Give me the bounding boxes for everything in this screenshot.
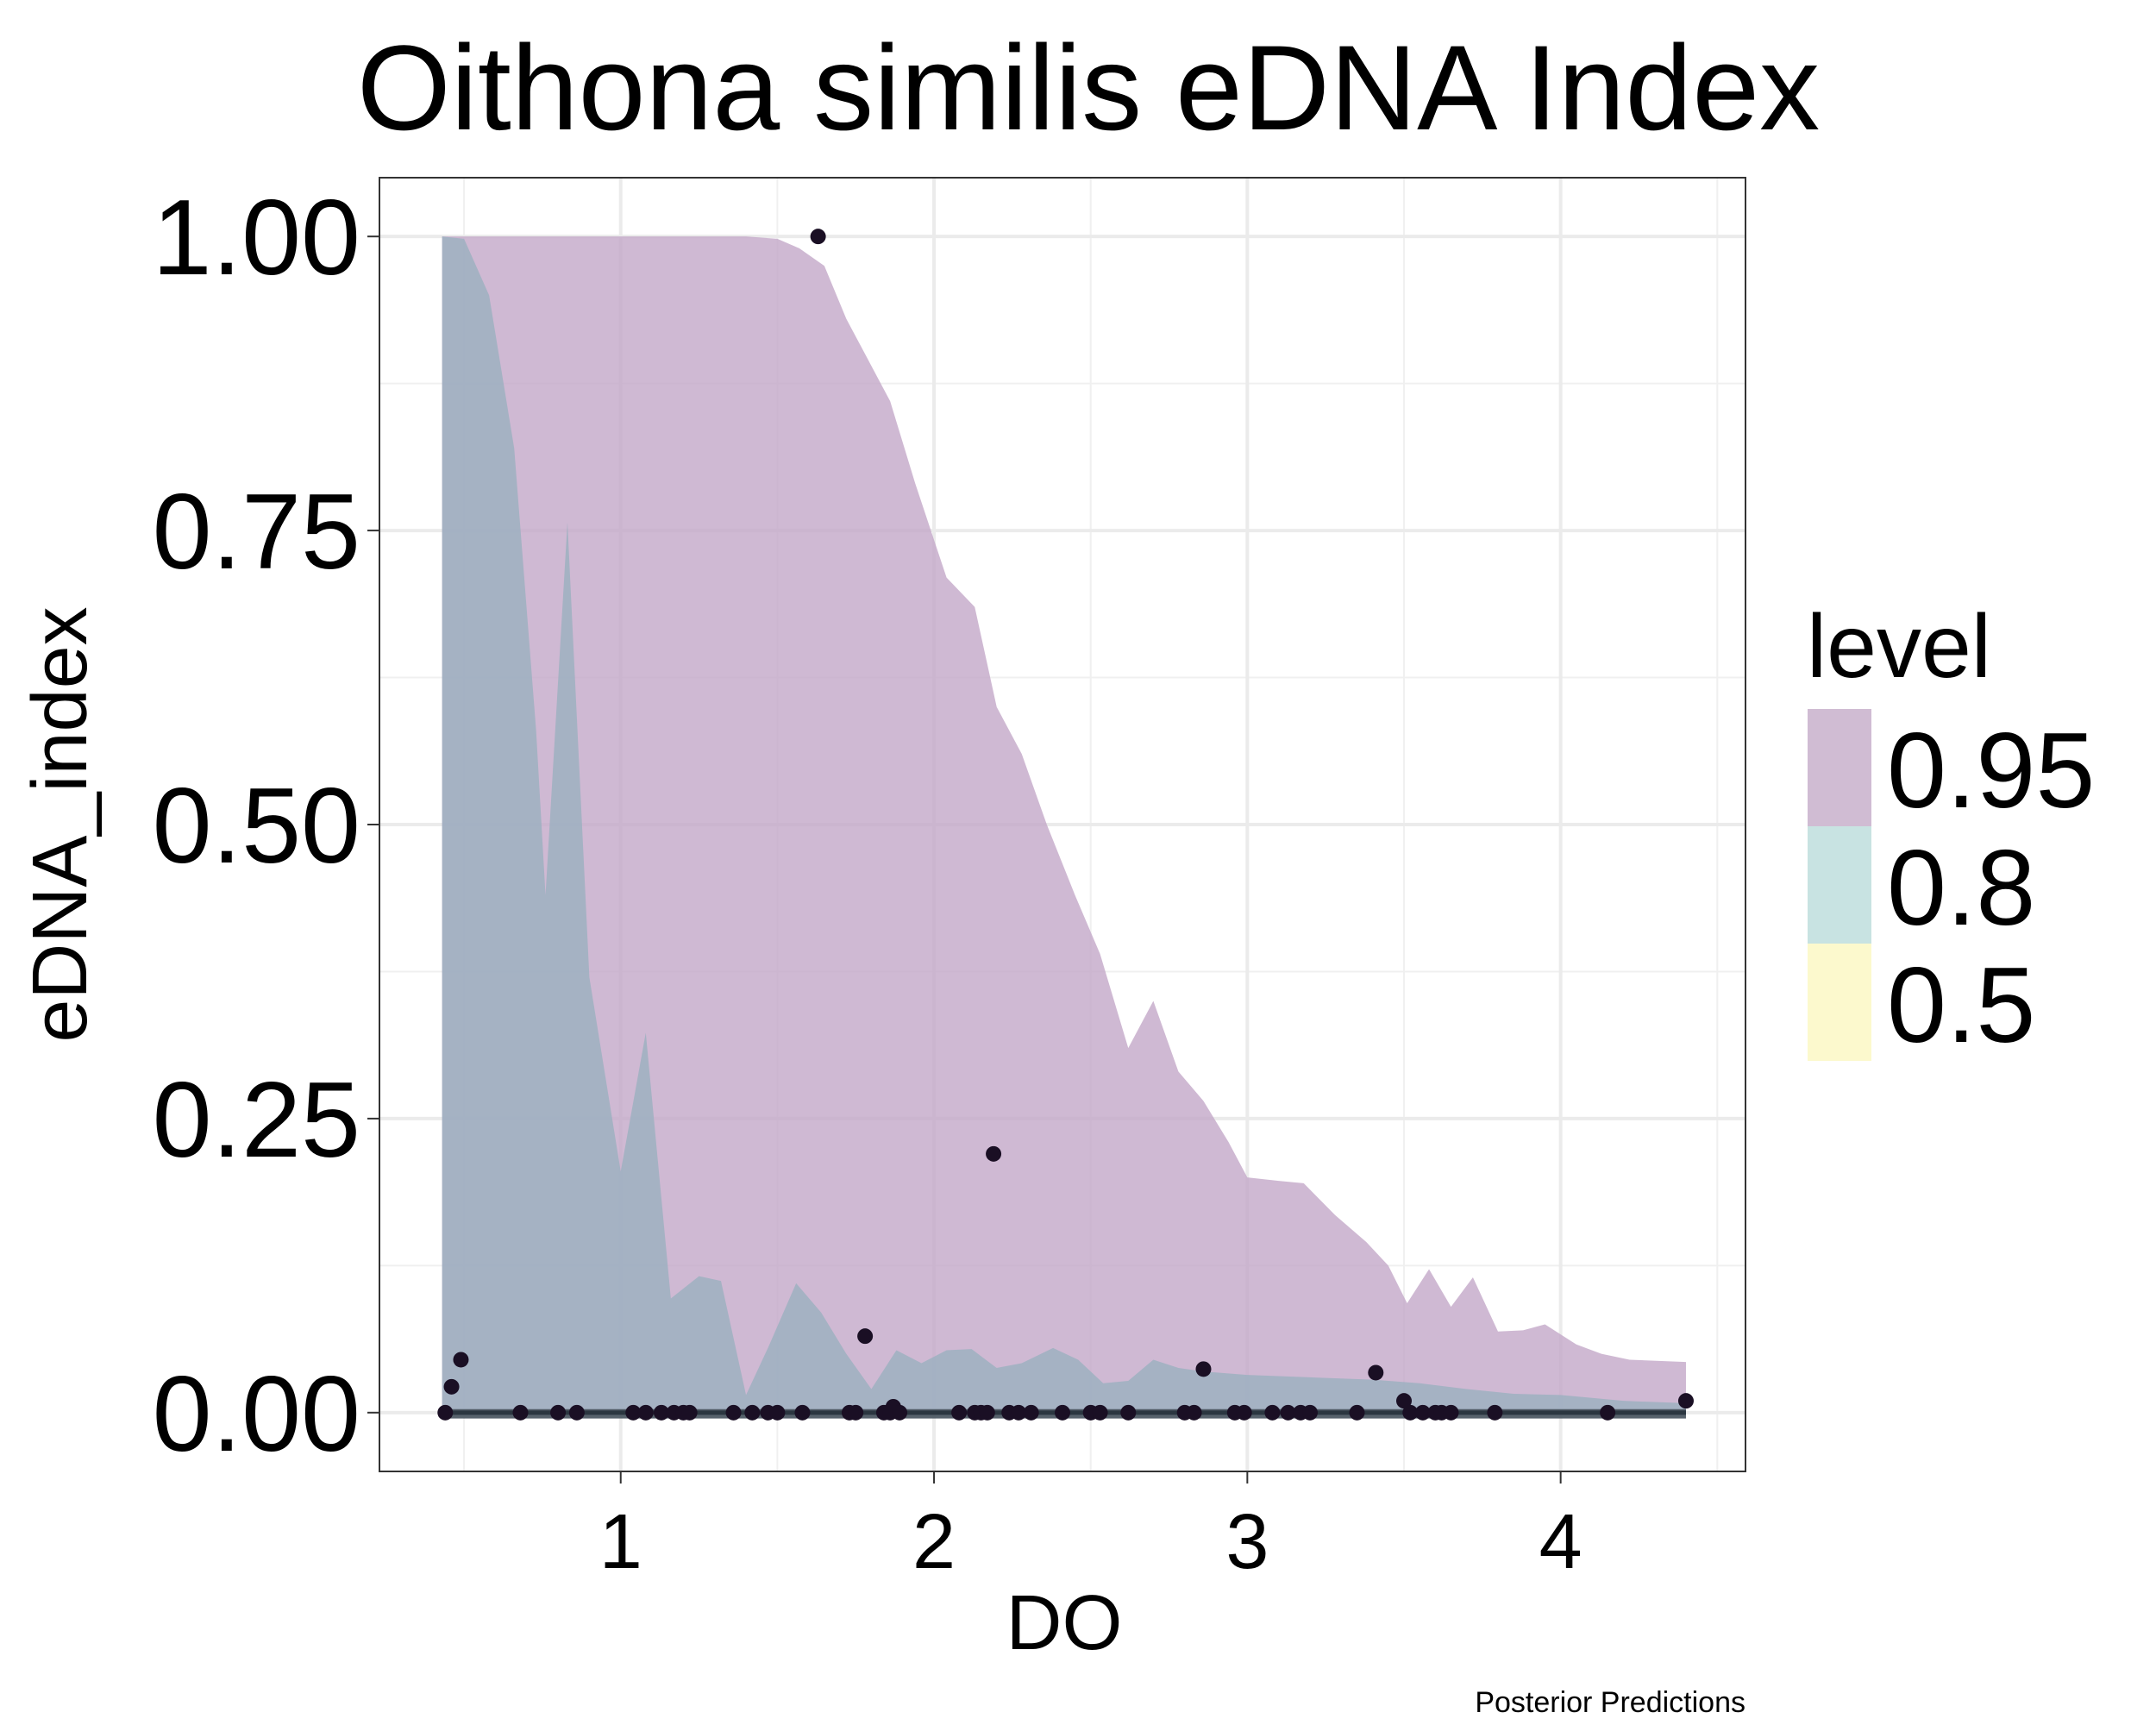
data-point xyxy=(986,1145,1002,1162)
observed-points xyxy=(437,229,1694,1421)
data-point xyxy=(979,1404,995,1421)
data-point xyxy=(550,1404,567,1421)
x-tick-label: 3 xyxy=(1225,1499,1269,1585)
legend-title: level xyxy=(1807,597,1991,697)
legend-label: 0.5 xyxy=(1887,946,2035,1065)
data-point xyxy=(951,1404,968,1421)
data-point xyxy=(1092,1404,1108,1421)
data-point xyxy=(681,1404,698,1421)
legend: level 0.950.80.5 xyxy=(1807,597,2095,1065)
data-point xyxy=(1414,1404,1431,1421)
data-point xyxy=(1280,1404,1296,1421)
data-point xyxy=(1349,1404,1365,1421)
legend-key xyxy=(1808,826,1871,944)
data-point xyxy=(1195,1361,1212,1377)
x-axis: 1 2 3 4 xyxy=(599,1471,1583,1585)
data-point xyxy=(857,1328,874,1345)
legend-key xyxy=(1808,944,1871,1061)
data-point xyxy=(568,1404,585,1421)
band-0-95 xyxy=(442,236,1686,1413)
data-point xyxy=(810,229,826,245)
data-point xyxy=(1600,1404,1616,1421)
y-tick-label: 0.25 xyxy=(153,1061,360,1180)
band-0-8 xyxy=(442,236,1686,1413)
y-axis-title: eDNA_index xyxy=(17,606,103,1042)
data-point xyxy=(1023,1404,1039,1421)
data-point xyxy=(453,1352,469,1368)
data-point xyxy=(1677,1393,1694,1409)
caption: Posterior Predictions xyxy=(1475,1686,1745,1719)
y-axis: 0.00 0.25 0.50 0.75 1.00 xyxy=(153,179,379,1474)
data-point xyxy=(1302,1404,1319,1421)
legend-label: 0.8 xyxy=(1887,829,2035,948)
y-tick-label: 0.50 xyxy=(153,767,360,886)
data-point xyxy=(1402,1404,1419,1421)
data-point xyxy=(1011,1404,1027,1421)
y-tick-label: 1.00 xyxy=(153,179,360,298)
data-point xyxy=(1236,1404,1252,1421)
data-point xyxy=(1368,1364,1384,1381)
legend-entries: 0.950.80.5 xyxy=(1808,709,2095,1065)
x-tick-label: 4 xyxy=(1539,1499,1583,1585)
data-point xyxy=(1443,1404,1459,1421)
data-point xyxy=(512,1404,529,1421)
data-point xyxy=(1264,1404,1281,1421)
data-point xyxy=(1487,1404,1503,1421)
data-point xyxy=(653,1404,669,1421)
data-point xyxy=(725,1404,742,1421)
data-point xyxy=(1186,1404,1202,1421)
x-tick-label: 2 xyxy=(912,1499,956,1585)
data-point xyxy=(437,1404,454,1421)
x-axis-title: DO xyxy=(1006,1580,1123,1666)
data-point xyxy=(625,1404,642,1421)
data-point xyxy=(443,1378,460,1395)
data-point xyxy=(848,1404,864,1421)
legend-label: 0.95 xyxy=(1887,712,2095,831)
data-point xyxy=(1120,1404,1137,1421)
x-tick-label: 1 xyxy=(599,1499,642,1585)
y-tick-label: 0.00 xyxy=(153,1355,360,1474)
data-point xyxy=(744,1404,761,1421)
chart-title: Oithona similis eDNA Index xyxy=(357,20,1820,155)
data-point xyxy=(1055,1404,1070,1421)
y-tick-label: 0.75 xyxy=(153,473,360,592)
data-point xyxy=(769,1404,786,1421)
data-point xyxy=(1396,1393,1412,1409)
data-point xyxy=(637,1404,654,1421)
data-point xyxy=(794,1404,811,1421)
legend-key xyxy=(1808,709,1871,826)
data-point xyxy=(892,1404,908,1421)
